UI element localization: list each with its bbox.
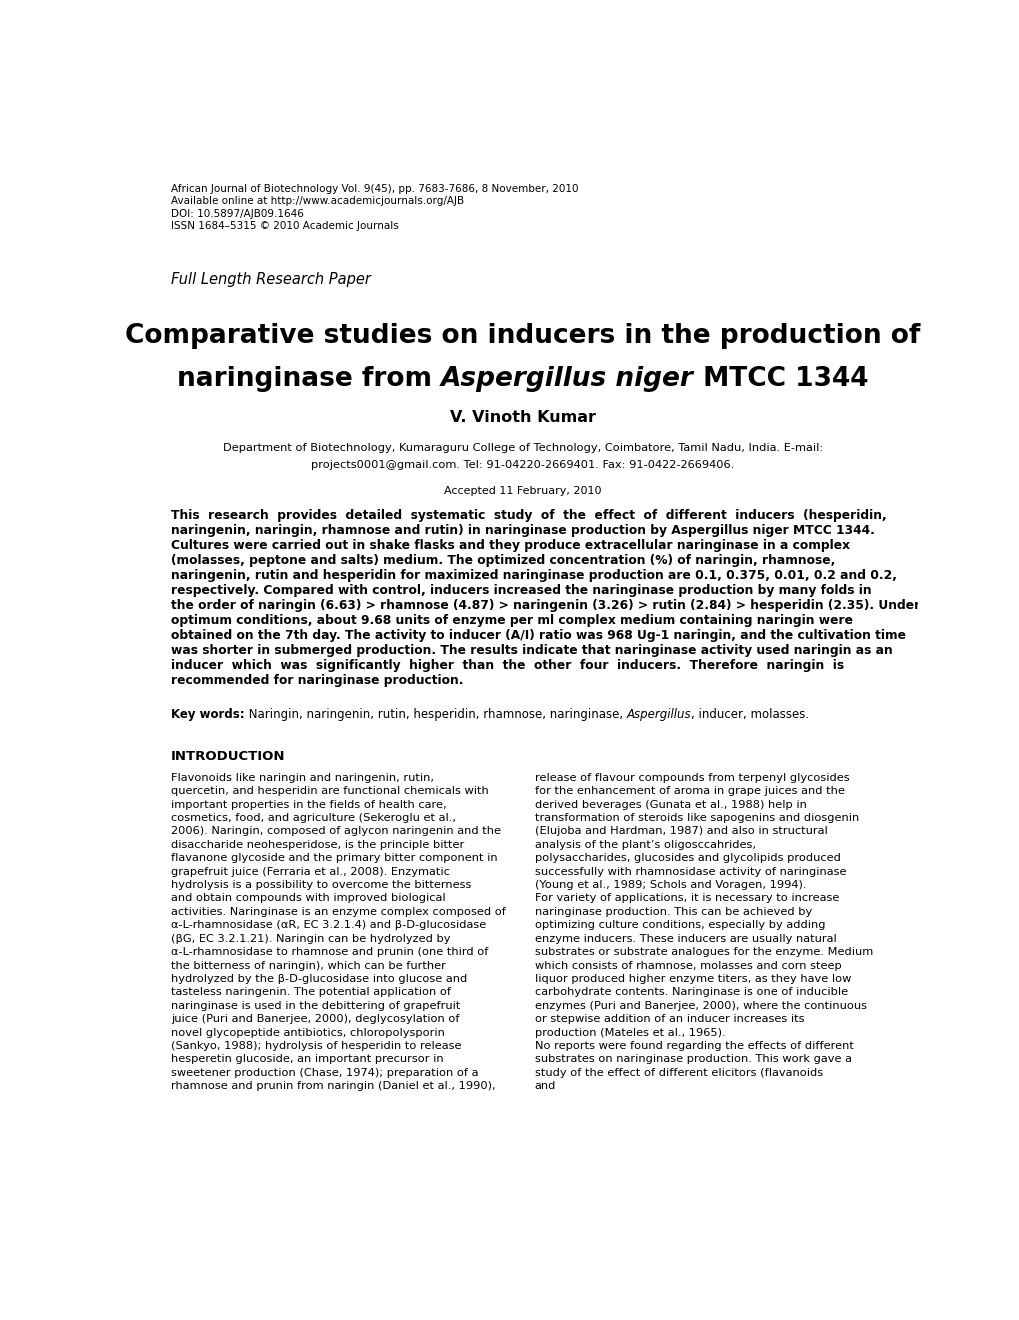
Text: MTCC 1344: MTCC 1344 [693,366,867,392]
Text: Comparative studies on inducers in the production of: Comparative studies on inducers in the p… [125,323,919,348]
Text: cosmetics, food, and agriculture (Sekeroglu et al.,: cosmetics, food, and agriculture (Sekero… [171,813,455,822]
Text: the bitterness of naringin), which can be further: the bitterness of naringin), which can b… [171,961,445,970]
Text: (molasses, peptone and salts) medium. The optimized concentration (%) of naringi: (molasses, peptone and salts) medium. Th… [171,554,835,568]
Text: V. Vinoth Kumar: V. Vinoth Kumar [449,411,595,425]
Text: tasteless naringenin. The potential application of: tasteless naringenin. The potential appl… [171,987,450,998]
Text: Full Length Research Paper: Full Length Research Paper [171,272,371,286]
Text: (Young et al., 1989; Schols and Voragen, 1994).: (Young et al., 1989; Schols and Voragen,… [534,880,805,890]
Text: Available online at http://www.academicjournals.org/AJB: Available online at http://www.academicj… [171,197,464,206]
Text: DOI: 10.5897/AJB09.1646: DOI: 10.5897/AJB09.1646 [171,209,304,219]
Text: No reports were found regarding the effects of different: No reports were found regarding the effe… [534,1041,853,1051]
Text: Naringin, naringenin, rutin, hesperidin, rhamnose, naringinase,: Naringin, naringenin, rutin, hesperidin,… [245,708,626,721]
Text: naringinase production. This can be achieved by: naringinase production. This can be achi… [534,907,811,917]
Text: grapefruit juice (Ferraria et al., 2008). Enzymatic: grapefruit juice (Ferraria et al., 2008)… [171,867,449,876]
Text: rhamnose and prunin from naringin (Daniel et al., 1990),: rhamnose and prunin from naringin (Danie… [171,1081,495,1092]
Text: successfully with rhamnosidase activity of naringinase: successfully with rhamnosidase activity … [534,867,846,876]
Text: carbohydrate contents. Naringinase is one of inducible: carbohydrate contents. Naringinase is on… [534,987,847,998]
Text: , inducer, molasses.: , inducer, molasses. [691,708,808,721]
Text: and: and [534,1081,555,1092]
Text: hydrolyzed by the β-D-glucosidase into glucose and: hydrolyzed by the β-D-glucosidase into g… [171,974,467,983]
Text: transformation of steroids like sapogenins and diosgenin: transformation of steroids like sapogeni… [534,813,858,822]
Text: Department of Biotechnology, Kumaraguru College of Technology, Coimbatore, Tamil: Department of Biotechnology, Kumaraguru … [222,442,822,453]
Text: Flavonoids like naringin and naringenin, rutin,: Flavonoids like naringin and naringenin,… [171,772,433,783]
Text: release of flavour compounds from terpenyl glycosides: release of flavour compounds from terpen… [534,772,849,783]
Text: recommended for naringinase production.: recommended for naringinase production. [171,675,463,688]
Text: was shorter in submerged production. The results indicate that naringinase activ: was shorter in submerged production. The… [171,644,892,657]
Text: respectively. Compared with control, inducers increased the naringinase producti: respectively. Compared with control, ind… [171,583,871,597]
Text: derived beverages (Gunata et al., 1988) help in: derived beverages (Gunata et al., 1988) … [534,800,806,809]
Text: enzymes (Puri and Banerjee, 2000), where the continuous: enzymes (Puri and Banerjee, 2000), where… [534,1001,866,1011]
Text: (Sankyo, 1988); hydrolysis of hesperidin to release: (Sankyo, 1988); hydrolysis of hesperidin… [171,1041,461,1051]
Text: (Elujoba and Hardman, 1987) and also in structural: (Elujoba and Hardman, 1987) and also in … [534,826,826,837]
Text: polysaccharides, glucosides and glycolipids produced: polysaccharides, glucosides and glycolip… [534,853,840,863]
Text: African Journal of Biotechnology Vol. 9(45), pp. 7683-7686, 8 November, 2010: African Journal of Biotechnology Vol. 9(… [171,183,578,194]
Text: hydrolysis is a possibility to overcome the bitterness: hydrolysis is a possibility to overcome … [171,880,471,890]
Text: analysis of the plant’s oligosccahrides,: analysis of the plant’s oligosccahrides, [534,840,755,850]
Text: α-L-rhamnosidase (αR, EC 3.2.1.4) and β-D-glucosidase: α-L-rhamnosidase (αR, EC 3.2.1.4) and β-… [171,920,486,931]
Text: which consists of rhamnose, molasses and corn steep: which consists of rhamnose, molasses and… [534,961,841,970]
Text: enzyme inducers. These inducers are usually natural: enzyme inducers. These inducers are usua… [534,933,836,944]
Text: sweetener production (Chase, 1974); preparation of a: sweetener production (Chase, 1974); prep… [171,1068,478,1078]
Text: naringinase is used in the debittering of grapefruit: naringinase is used in the debittering o… [171,1001,460,1011]
Text: INTRODUCTION: INTRODUCTION [171,750,285,763]
Text: important properties in the fields of health care,: important properties in the fields of he… [171,800,446,809]
Text: inducer  which  was  significantly  higher  than  the  other  four  inducers.  T: inducer which was significantly higher t… [171,659,844,672]
Text: optimum conditions, about 9.68 units of enzyme per ml complex medium containing : optimum conditions, about 9.68 units of … [171,614,852,627]
Text: and obtain compounds with improved biological: and obtain compounds with improved biolo… [171,894,445,903]
Text: naringenin, naringin, rhamnose and rutin) in naringinase production by Aspergill: naringenin, naringin, rhamnose and rutin… [171,524,874,537]
Text: 2006). Naringin, composed of aglycon naringenin and the: 2006). Naringin, composed of aglycon nar… [171,826,500,837]
Text: novel glycopeptide antibiotics, chloropolysporin: novel glycopeptide antibiotics, chloropo… [171,1028,444,1038]
Text: α-L-rhamnosidase to rhamnose and prunin (one third of: α-L-rhamnosidase to rhamnose and prunin … [171,948,488,957]
Text: quercetin, and hesperidin are functional chemicals with: quercetin, and hesperidin are functional… [171,787,488,796]
Text: substrates or substrate analogues for the enzyme. Medium: substrates or substrate analogues for th… [534,948,872,957]
Text: Cultures were carried out in shake flasks and they produce extracellular naringi: Cultures were carried out in shake flask… [171,539,849,552]
Text: ISSN 1684–5315 © 2010 Academic Journals: ISSN 1684–5315 © 2010 Academic Journals [171,220,398,231]
Text: Aspergillus niger: Aspergillus niger [440,366,693,392]
Text: Aspergillus: Aspergillus [626,708,691,721]
Text: (βG, EC 3.2.1.21). Naringin can be hydrolyzed by: (βG, EC 3.2.1.21). Naringin can be hydro… [171,933,450,944]
Text: naringinase from: naringinase from [177,366,440,392]
Text: obtained on the 7th day. The activity to inducer (A/I) ratio was 968 Ug-1 naring: obtained on the 7th day. The activity to… [171,630,905,643]
Text: liquor produced higher enzyme titers, as they have low: liquor produced higher enzyme titers, as… [534,974,850,983]
Text: substrates on naringinase production. This work gave a: substrates on naringinase production. Th… [534,1055,851,1064]
Text: juice (Puri and Banerjee, 2000), deglycosylation of: juice (Puri and Banerjee, 2000), deglyco… [171,1014,459,1024]
Text: hesperetin glucoside, an important precursor in: hesperetin glucoside, an important precu… [171,1055,443,1064]
Text: the order of naringin (6.63) > rhamnose (4.87) > naringenin (3.26) > rutin (2.84: the order of naringin (6.63) > rhamnose … [171,599,919,612]
Text: for the enhancement of aroma in grape juices and the: for the enhancement of aroma in grape ju… [534,787,844,796]
Text: Key words:: Key words: [171,708,245,721]
Text: This  research  provides  detailed  systematic  study  of  the  effect  of  diff: This research provides detailed systemat… [171,508,886,521]
Text: activities. Naringinase is an enzyme complex composed of: activities. Naringinase is an enzyme com… [171,907,505,917]
Text: disaccharide neohesperidose, is the principle bitter: disaccharide neohesperidose, is the prin… [171,840,464,850]
Text: study of the effect of different elicitors (flavanoids: study of the effect of different elicito… [534,1068,822,1078]
Text: optimizing culture conditions, especially by adding: optimizing culture conditions, especiall… [534,920,824,931]
Text: For variety of applications, it is necessary to increase: For variety of applications, it is neces… [534,894,839,903]
Text: Accepted 11 February, 2010: Accepted 11 February, 2010 [443,487,601,496]
Text: flavanone glycoside and the primary bitter component in: flavanone glycoside and the primary bitt… [171,853,497,863]
Text: projects0001@gmail.com. Tel: 91-04220-2669401. Fax: 91-0422-2669406.: projects0001@gmail.com. Tel: 91-04220-26… [311,461,734,470]
Text: or stepwise addition of an inducer increases its: or stepwise addition of an inducer incre… [534,1014,803,1024]
Text: production (Mateles et al., 1965).: production (Mateles et al., 1965). [534,1028,725,1038]
Text: naringenin, rutin and hesperidin for maximized naringinase production are 0.1, 0: naringenin, rutin and hesperidin for max… [171,569,896,582]
